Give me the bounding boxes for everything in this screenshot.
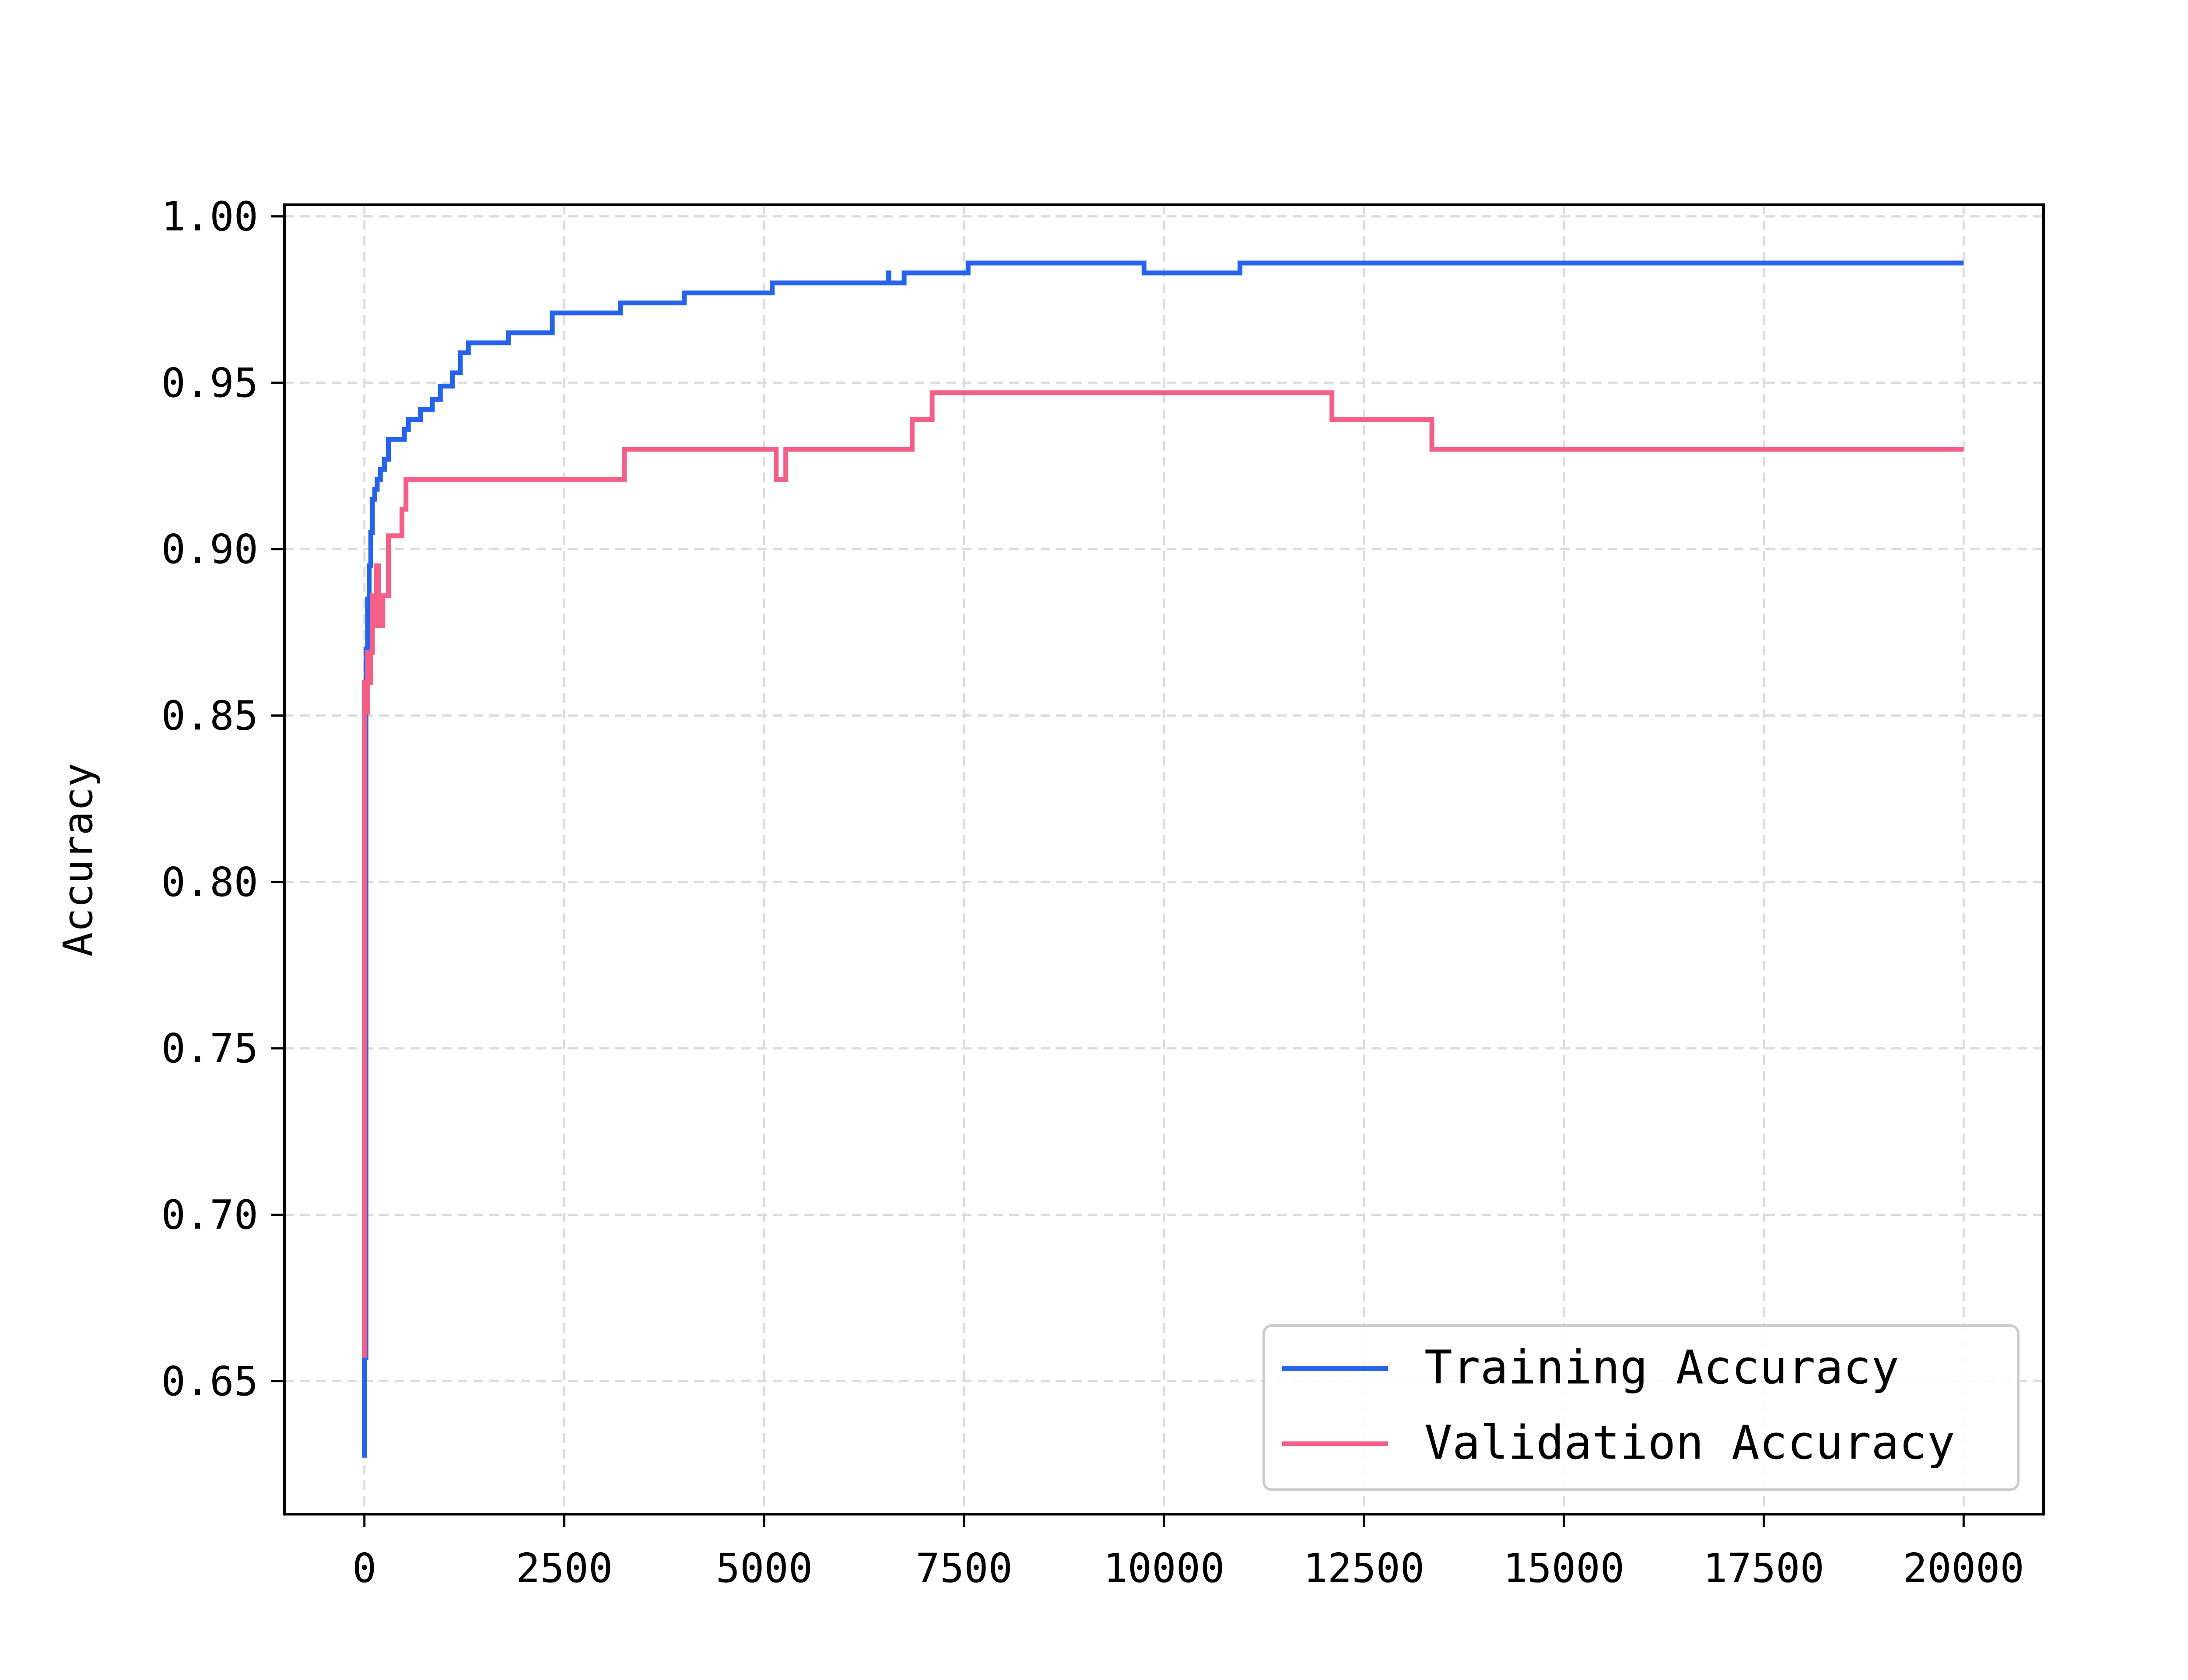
x-tick-label: 17500 xyxy=(1703,1545,1824,1592)
y-tick-label: 0.70 xyxy=(161,1191,258,1238)
y-tick-label: 0.80 xyxy=(161,859,258,906)
y-tick-label: 0.90 xyxy=(161,526,258,573)
x-tick-label: 10000 xyxy=(1104,1545,1225,1592)
y-tick-label: 0.75 xyxy=(161,1025,258,1072)
y-tick-label: 0.85 xyxy=(161,693,258,739)
y-tick-label: 1.00 xyxy=(161,193,258,240)
legend-label-training: Training Accuracy xyxy=(1424,1340,1899,1394)
x-tick-label: 5000 xyxy=(716,1545,813,1592)
y-tick-label: 0.95 xyxy=(161,360,258,406)
y-axis-label: Accuracy xyxy=(55,763,102,956)
grid xyxy=(284,205,2044,1514)
x-tick-label: 2500 xyxy=(516,1545,613,1592)
x-tick-label: 20000 xyxy=(1903,1545,2024,1592)
x-tick-label: 15000 xyxy=(1503,1545,1624,1592)
x-tick-label: 7500 xyxy=(915,1545,1013,1592)
x-tick-label: 0 xyxy=(352,1545,376,1592)
legend-label-validation: Validation Accuracy xyxy=(1424,1416,1955,1470)
series-line-validation xyxy=(362,390,1964,1358)
legend: Training Accuracy Validation Accuracy xyxy=(1262,1324,2020,1491)
series-lines xyxy=(362,260,1964,1458)
x-tick-label: 12500 xyxy=(1303,1545,1424,1592)
legend-box xyxy=(1262,1324,2020,1491)
y-tick-label: 0.65 xyxy=(161,1358,258,1405)
axis-ticks: 0 2500 5000 7500 10000 12500 15000 17500 20000 0.… xyxy=(161,193,2024,1592)
series-line-training xyxy=(362,260,1964,1458)
